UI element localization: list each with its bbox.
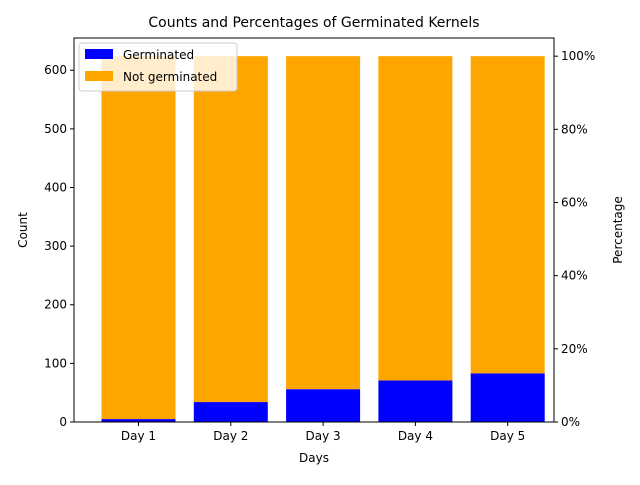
y-tick-label: 500 <box>44 122 67 136</box>
y-right-tick-label: 40% <box>561 269 588 283</box>
x-axis-label: Days <box>299 451 329 465</box>
y-tick-label: 100 <box>44 356 67 370</box>
bars-group <box>101 56 545 422</box>
legend: Germinated Not germinated <box>78 42 238 92</box>
y-tick-label: 600 <box>44 63 67 77</box>
y-tick-label: 300 <box>44 239 67 253</box>
y-right-tick-label: 20% <box>561 342 588 356</box>
legend-label-not-germinated: Not germinated <box>123 70 217 84</box>
y-axis-right: 0% 20% 40% 60% 80% 100% <box>554 49 595 429</box>
bar-germinated-2 <box>193 402 268 422</box>
bar-not-germinated-2 <box>193 56 268 403</box>
x-tick-label: Day 4 <box>398 429 433 443</box>
y-right-tick-label: 0% <box>561 415 580 429</box>
bar-not-germinated-5 <box>470 56 545 374</box>
y-axis-right-label: Percentage <box>611 196 625 264</box>
x-tick-label: Day 1 <box>121 429 156 443</box>
legend-box <box>78 42 238 92</box>
bar-germinated-3 <box>286 389 361 422</box>
x-tick-label: Day 3 <box>306 429 341 443</box>
chart-title: Counts and Percentages of Germinated Ker… <box>148 15 479 31</box>
y-axis-label: Count <box>16 212 30 248</box>
plot-frame <box>73 37 555 423</box>
y-right-tick-label: 60% <box>561 196 588 210</box>
y-axis-left: 0 100 200 300 400 500 600 <box>44 63 74 429</box>
y-right-tick-label: 100% <box>561 49 595 63</box>
bar-not-germinated-3 <box>286 56 361 390</box>
y-right-tick-label: 80% <box>561 122 588 136</box>
legend-swatch-germinated <box>85 49 113 59</box>
legend-label-germinated: Germinated <box>123 48 194 62</box>
y-tick-label: 0 <box>59 415 67 429</box>
bar-germinated-1 <box>101 419 176 422</box>
y-tick-label: 400 <box>44 180 67 194</box>
y-tick-label: 200 <box>44 298 67 312</box>
bar-not-germinated-4 <box>378 56 453 381</box>
bar-germinated-4 <box>378 380 453 422</box>
bar-germinated-5 <box>470 373 545 422</box>
legend-swatch-not-germinated <box>85 71 113 81</box>
x-tick-label: Day 2 <box>213 429 248 443</box>
bar-not-germinated-1 <box>101 56 176 420</box>
x-axis: Day 1 Day 2 Day 3 Day 4 Day 5 <box>121 422 525 443</box>
x-tick-label: Day 5 <box>490 429 525 443</box>
